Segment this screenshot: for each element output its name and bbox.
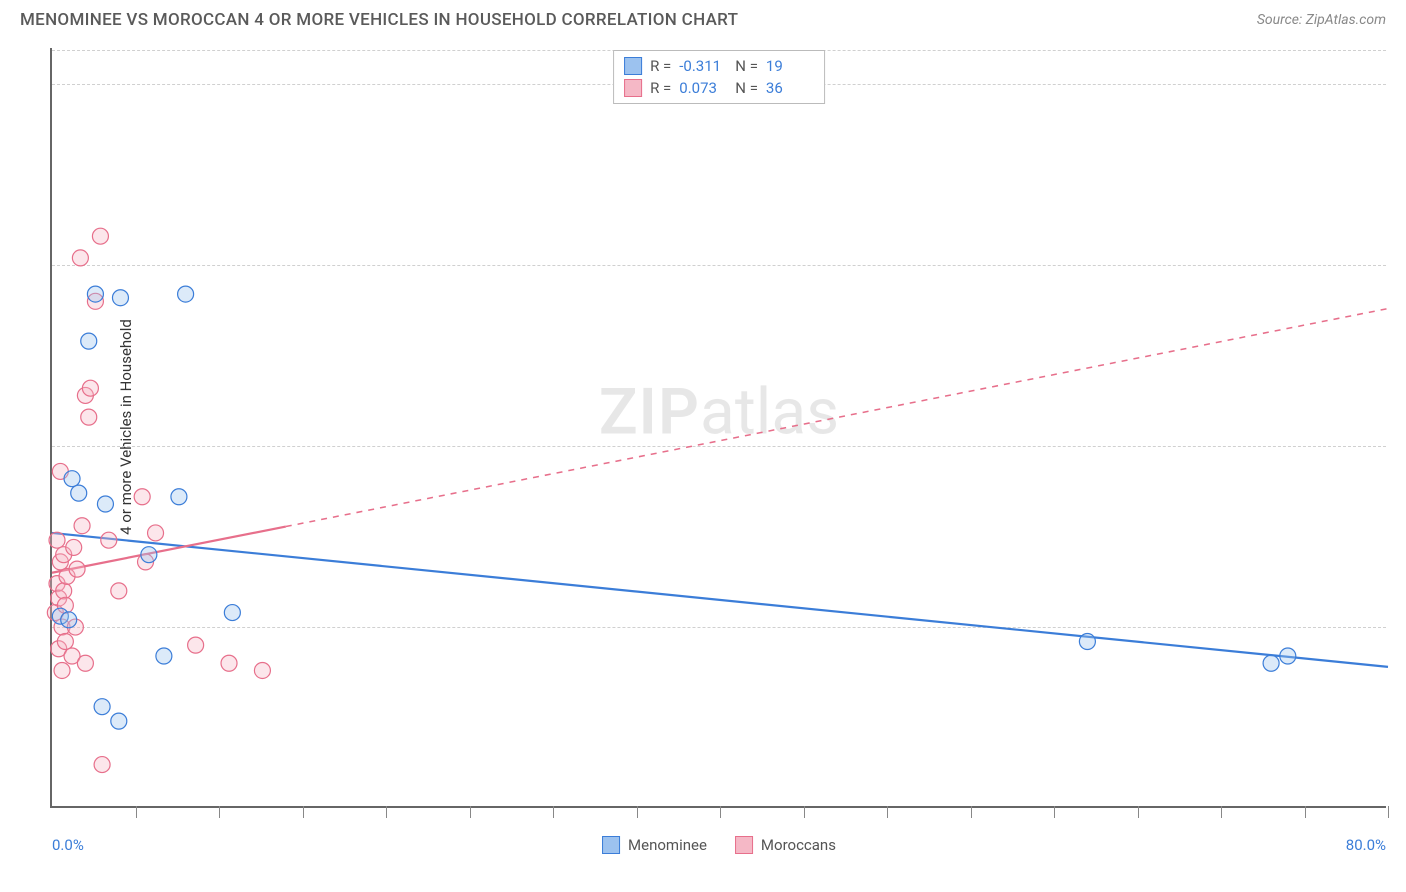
- stats-row: R = -0.311 N = 19: [624, 55, 814, 77]
- series-swatch: [624, 57, 642, 75]
- legend: Menominee Moroccans: [602, 836, 836, 854]
- data-point: [171, 489, 187, 505]
- data-point: [94, 757, 110, 773]
- data-point: [54, 662, 70, 678]
- legend-item: Moroccans: [735, 836, 836, 854]
- regression-line-solid: [52, 533, 1388, 667]
- data-point: [148, 525, 164, 541]
- data-point: [69, 561, 85, 577]
- series-swatch: [624, 79, 642, 97]
- regression-line-dashed: [286, 309, 1388, 527]
- data-point: [87, 286, 103, 302]
- legend-label: Moroccans: [761, 836, 836, 854]
- data-point: [66, 539, 82, 555]
- legend-item: Menominee: [602, 836, 707, 854]
- stat-n-value: 36: [766, 79, 814, 97]
- data-point: [111, 713, 127, 729]
- stats-row: R = 0.073 N = 36: [624, 77, 814, 99]
- data-point: [141, 547, 157, 563]
- legend-swatch: [602, 836, 620, 854]
- stat-n-label: N =: [735, 79, 758, 97]
- data-point: [81, 409, 97, 425]
- stat-n-label: N =: [735, 57, 758, 75]
- legend-swatch: [735, 836, 753, 854]
- stat-n-value: 19: [766, 57, 814, 75]
- data-point: [61, 612, 77, 628]
- x-tick-label: 0.0%: [52, 836, 84, 854]
- data-point: [49, 532, 65, 548]
- data-point: [224, 605, 240, 621]
- data-point: [178, 286, 194, 302]
- stat-r-value: 0.073: [679, 79, 727, 97]
- data-point: [1263, 655, 1279, 671]
- source-label: Source: ZipAtlas.com: [1257, 12, 1386, 28]
- data-point: [254, 662, 270, 678]
- x-tick-label: 80.0%: [1346, 836, 1386, 854]
- data-point: [64, 471, 80, 487]
- data-point: [94, 699, 110, 715]
- regression-line-solid: [52, 527, 286, 573]
- data-point: [134, 489, 150, 505]
- legend-label: Menominee: [628, 836, 707, 854]
- data-point: [57, 634, 73, 650]
- data-point: [72, 250, 88, 266]
- chart-area: 4 or more Vehicles in Household ZIPatlas…: [50, 48, 1386, 808]
- data-point: [112, 290, 128, 306]
- data-point: [74, 518, 90, 534]
- data-point: [92, 228, 108, 244]
- data-point: [56, 583, 72, 599]
- data-point: [1280, 648, 1296, 664]
- data-point: [188, 637, 204, 653]
- data-point: [82, 380, 98, 396]
- data-point: [1079, 634, 1095, 650]
- stat-r-value: -0.311: [679, 57, 727, 75]
- stat-r-label: R =: [650, 57, 671, 75]
- data-point: [101, 532, 117, 548]
- plot-svg: [52, 48, 1386, 806]
- data-point: [221, 655, 237, 671]
- data-point: [156, 648, 172, 664]
- data-point: [81, 333, 97, 349]
- stat-r-label: R =: [650, 79, 671, 97]
- data-point: [111, 583, 127, 599]
- chart-title: MENOMINEE VS MOROCCAN 4 OR MORE VEHICLES…: [20, 10, 738, 30]
- data-point: [71, 485, 87, 501]
- data-point: [97, 496, 113, 512]
- stats-box: R = -0.311 N = 19 R = 0.073 N = 36: [613, 50, 825, 104]
- data-point: [77, 655, 93, 671]
